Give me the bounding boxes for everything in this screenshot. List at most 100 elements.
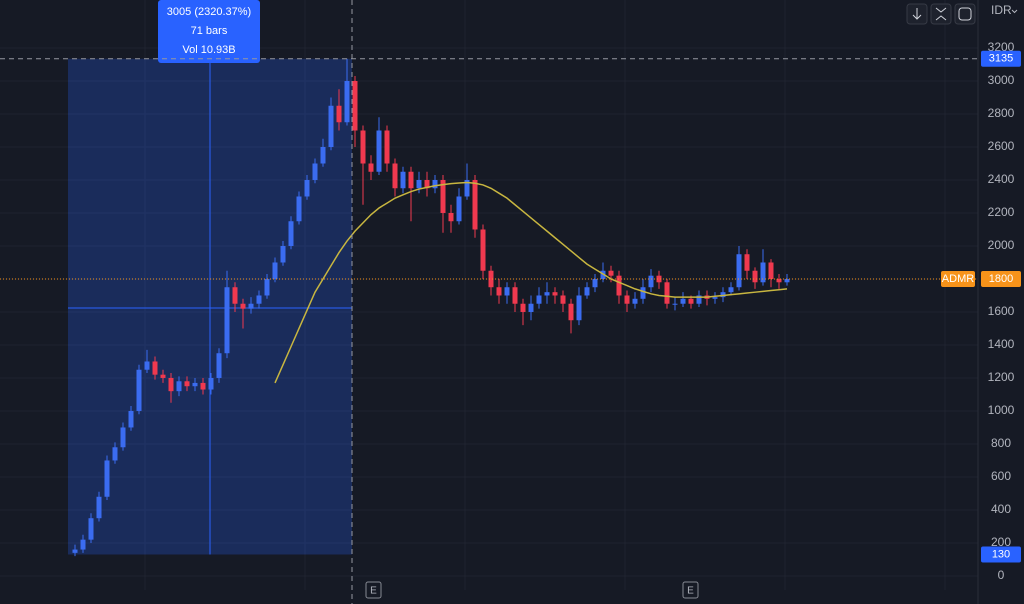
candle-body: [592, 278, 598, 288]
candle-body: [280, 245, 286, 263]
candle-body: [648, 275, 654, 288]
candle-body: [240, 303, 246, 309]
candle-body: [400, 171, 406, 189]
y-tick-label: 200: [991, 535, 1011, 549]
button[interactable]: [930, 3, 952, 25]
event-marker[interactable]: [682, 581, 699, 599]
price-tag: [981, 50, 1021, 67]
price-tag-label: 1800: [989, 273, 1013, 285]
candle-body: [576, 295, 582, 321]
candle-body: [560, 295, 566, 304]
candle-body: [360, 130, 366, 164]
candle-body: [632, 298, 638, 304]
price-tag-label: 130: [992, 548, 1010, 560]
candle-body: [368, 163, 374, 172]
candle-body: [376, 130, 382, 172]
candle-body: [488, 270, 494, 288]
candle-body: [176, 381, 182, 392]
candle-body: [272, 262, 278, 279]
y-tick-label: 1400: [988, 337, 1015, 351]
candle-body: [656, 275, 662, 283]
vertical-grid: [144, 0, 946, 590]
candle-body: [424, 179, 430, 189]
candle-body: [160, 374, 166, 378]
candle-body: [312, 163, 318, 180]
candle-body: [208, 377, 214, 390]
event-marker[interactable]: [365, 581, 382, 599]
y-tick-label: 600: [991, 469, 1011, 483]
y-tick-label: 2600: [988, 139, 1015, 153]
price-tag: [981, 546, 1021, 563]
candle-body: [728, 287, 734, 293]
candle-body: [440, 179, 446, 213]
y-tick-label: 1600: [988, 304, 1015, 318]
y-tick-label: 2800: [988, 106, 1015, 120]
candle-body: [152, 361, 158, 375]
y-tick-label: 3200: [988, 40, 1015, 54]
candle-body: [712, 297, 718, 299]
candle-body: [760, 262, 766, 283]
candle-body: [624, 295, 630, 304]
candle-body: [552, 292, 558, 296]
candle-body: [672, 303, 678, 305]
candle-body: [744, 254, 750, 271]
price-axis: 0 200 400 600 800 1000 1200 1400 1600 1800 2000 220…: [941, 40, 1021, 582]
candle-body: [264, 278, 270, 296]
candle-body: [352, 81, 358, 131]
y-tick-label: 400: [991, 502, 1011, 516]
measure-label: 3005 (2320.37%): [167, 6, 251, 18]
candle-body: [392, 163, 398, 189]
candle-body: [480, 229, 486, 271]
candle-body: [384, 130, 390, 164]
candle-body: [72, 549, 78, 553]
measure-label-box: [158, 0, 260, 63]
measure-label: 71 bars: [191, 25, 228, 37]
candle-body: [584, 287, 590, 296]
candle-body: [256, 295, 262, 304]
candle-body: [408, 171, 414, 189]
candle-body: [472, 179, 478, 230]
y-tick-label: 1200: [988, 370, 1015, 384]
candle-body: [616, 275, 622, 296]
candle-body: [664, 282, 670, 304]
candle-body: [88, 518, 94, 540]
candle-body: [520, 303, 526, 312]
plot: [0, 0, 978, 604]
candle-body: [96, 496, 102, 519]
icon: [935, 7, 947, 21]
candle-body: [464, 179, 470, 197]
y-tick-label: 1000: [988, 403, 1015, 417]
candle-body: [224, 287, 230, 354]
candle-body: [192, 382, 198, 387]
candle-body: [568, 303, 574, 321]
candle-body: [80, 539, 86, 550]
candle-body: [248, 303, 254, 309]
currency[interactable]: IDR: [991, 3, 1012, 17]
candle-body: [696, 295, 702, 304]
measure-label: Vol 10.93B: [182, 44, 235, 56]
candle-body: [416, 179, 422, 189]
toolbar: IDR: [906, 3, 1018, 25]
candle-body: [504, 287, 510, 296]
candle-body: [784, 278, 790, 283]
y-tick-label: 800: [991, 436, 1011, 450]
button[interactable]: [954, 3, 976, 25]
icon: [1011, 9, 1018, 14]
candle-body: [144, 361, 150, 370]
candle-body: [200, 382, 206, 390]
candle-body: [168, 377, 174, 392]
candle-body: [608, 270, 614, 276]
candle-body: [136, 369, 142, 411]
candle-body: [736, 254, 742, 288]
candle-body: [232, 287, 238, 304]
candle-body: [448, 212, 454, 222]
candle-body: [776, 278, 782, 283]
candle-body: [320, 146, 326, 164]
candle-body: [104, 460, 110, 497]
candle-body: [512, 287, 518, 304]
candle-body: [128, 410, 134, 428]
y-tick-label: 3000: [988, 73, 1015, 87]
candle-body: [432, 179, 438, 189]
symbol-label: ADMR: [942, 273, 974, 285]
y-tick-label: 2200: [988, 205, 1015, 219]
